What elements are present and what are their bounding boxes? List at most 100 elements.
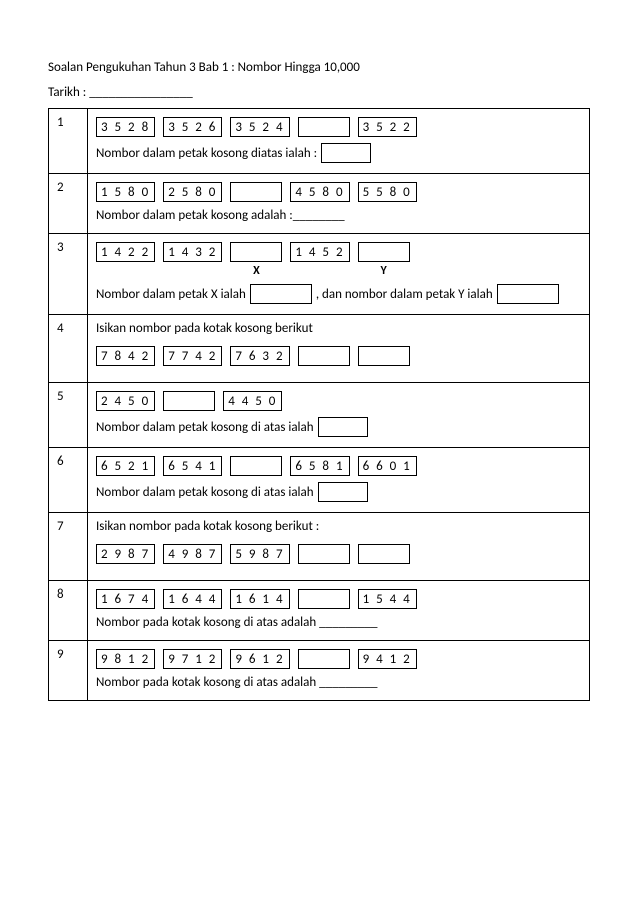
number-boxes-row: 6 5 2 1 6 5 4 1 6 5 8 1 6 6 0 1 <box>96 456 581 476</box>
number-boxes-row: 3 5 2 83 5 2 63 5 2 43 5 2 2 <box>96 117 581 137</box>
prompt-text: Nombor dalam petak kosong di atas ialah <box>96 485 314 500</box>
number-box-col: 1 6 4 4 <box>163 589 222 609</box>
number-box-col: 2 9 8 7 <box>96 544 155 564</box>
number-box: 9 7 1 2 <box>163 649 222 669</box>
number-box-col: 2 5 8 0 <box>163 182 222 202</box>
question-number: 4 <box>49 315 88 383</box>
number-box: 1 5 4 4 <box>358 589 417 609</box>
answer-box[interactable] <box>250 284 312 304</box>
question-row: 5 2 4 5 0 4 4 5 0 Nombor dalam petak kosong… <box>49 383 590 448</box>
number-box-col: 3 5 2 8 <box>96 117 155 137</box>
number-box-col <box>298 117 350 137</box>
question-body: 9 8 1 2 9 7 1 2 9 6 1 2 9 4 1 2 Nombor pada … <box>88 641 590 701</box>
number-box-col: 1 6 7 4 <box>96 589 155 609</box>
number-box-col: 1 4 2 2 <box>96 242 155 278</box>
number-box-col: 1 4 3 2 <box>163 242 222 278</box>
number-box: 9 6 1 2 <box>230 649 289 669</box>
number-boxes-row: 9 8 1 2 9 7 1 2 9 6 1 2 9 4 1 2 <box>96 649 581 669</box>
number-box-col <box>298 544 350 564</box>
question-row: 7Isikan nombor pada kotak kosong berikut… <box>49 513 590 581</box>
question-body: 6 5 2 1 6 5 4 1 6 5 8 1 6 6 0 1 Nombor dalam… <box>88 448 590 513</box>
question-body: 1 4 2 21 4 3 2X1 4 5 2YNombor dalam peta… <box>88 234 590 315</box>
questions-table: 13 5 2 83 5 2 63 5 2 43 5 2 2Nombor dala… <box>48 108 590 701</box>
number-box: 1 6 1 4 <box>230 589 289 609</box>
question-number: 5 <box>49 383 88 448</box>
number-box: 1 4 3 2 <box>163 242 222 262</box>
question-prompt: Nombor dalam petak kosong diatas ialah : <box>96 143 581 163</box>
number-box-col <box>358 346 410 366</box>
number-box: 4 4 5 0 <box>223 391 282 411</box>
number-box: 6 6 0 1 <box>358 456 417 476</box>
question-row: 66 5 2 16 5 4 16 5 8 16 6 0 1Nombor dala… <box>49 448 590 513</box>
number-box-col <box>163 391 215 411</box>
number-box-col: 3 5 2 4 <box>230 117 289 137</box>
number-box-empty[interactable] <box>298 589 350 609</box>
prompt-text: Nombor dalam petak X ialah <box>96 287 246 302</box>
number-box-empty[interactable] <box>230 182 282 202</box>
number-box: 7 8 4 2 <box>96 346 155 366</box>
number-boxes-row: 1 4 2 21 4 3 2X1 4 5 2Y <box>96 242 581 278</box>
question-body: 2 4 5 0 4 4 5 0 Nombor dalam petak kosong … <box>88 383 590 448</box>
number-box-col: 6 5 8 1 <box>290 456 349 476</box>
answer-box[interactable] <box>497 284 559 304</box>
number-box-empty[interactable] <box>163 391 215 411</box>
question-row: 31 4 2 21 4 3 2X1 4 5 2YNombor dalam pet… <box>49 234 590 315</box>
number-box-empty[interactable] <box>358 544 410 564</box>
question-prompt: Nombor pada kotak kosong di atas adalah … <box>96 675 581 690</box>
number-box-col: 6 5 2 1 <box>96 456 155 476</box>
number-box: 3 5 2 2 <box>358 117 417 137</box>
number-box-col: 6 6 0 1 <box>358 456 417 476</box>
number-box: 1 6 7 4 <box>96 589 155 609</box>
date-line: Tarikh : ________________ <box>48 85 590 100</box>
question-number: 8 <box>49 581 88 641</box>
number-box-empty[interactable] <box>298 649 350 669</box>
prompt-text: Nombor dalam petak kosong diatas ialah : <box>96 146 317 161</box>
number-box: 1 5 8 0 <box>96 182 155 202</box>
question-number: 9 <box>49 641 88 701</box>
question-number: 7 <box>49 513 88 581</box>
number-boxes-row: 2 4 5 0 4 4 5 0 <box>96 391 581 411</box>
question-row: 9 9 8 1 2 9 7 1 2 9 6 1 2 9 4 1 2 Nombor pada… <box>49 641 590 701</box>
number-box-col: 1 6 1 4 <box>230 589 289 609</box>
number-box-empty[interactable] <box>230 242 282 262</box>
tarikh-label: Tarikh : <box>48 85 86 100</box>
number-box: 1 4 2 2 <box>96 242 155 262</box>
number-box-col: 9 7 1 2 <box>163 649 222 669</box>
number-box: 6 5 8 1 <box>290 456 349 476</box>
number-box-empty[interactable] <box>298 346 350 366</box>
number-box-col: 7 8 4 2 <box>96 346 155 366</box>
question-body: Isikan nombor pada kotak kosong berikut7… <box>88 315 590 383</box>
number-box-col: 9 4 1 2 <box>358 649 417 669</box>
number-box-col: 2 4 5 0 <box>96 391 155 411</box>
box-sublabel: Y <box>380 264 386 278</box>
number-box: 5 5 8 0 <box>358 182 417 202</box>
number-box: 4 9 8 7 <box>163 544 222 564</box>
number-box-col: 7 7 4 2 <box>163 346 222 366</box>
tarikh-blank: ________________ <box>89 85 193 100</box>
answer-box[interactable] <box>318 482 368 502</box>
number-box-empty[interactable] <box>358 242 410 262</box>
question-prompt: Nombor dalam petak kosong di atas ialah <box>96 482 581 502</box>
number-box-col <box>230 456 282 476</box>
number-box-empty[interactable] <box>298 544 350 564</box>
number-box-empty[interactable] <box>230 456 282 476</box>
number-box-col: 3 5 2 2 <box>358 117 417 137</box>
answer-box[interactable] <box>318 417 368 437</box>
number-box-empty[interactable] <box>298 117 350 137</box>
number-box: 6 5 2 1 <box>96 456 155 476</box>
number-boxes-row: 1 5 8 0 2 5 8 0 4 5 8 0 5 5 8 0 <box>96 182 581 202</box>
number-box-col: 4 5 8 0 <box>290 182 349 202</box>
prompt-text: Nombor dalam petak kosong di atas ialah <box>96 420 314 435</box>
number-box: 2 5 8 0 <box>163 182 222 202</box>
question-body: 1 6 7 4 1 6 4 4 1 6 1 4 1 5 4 4 Nombor pada … <box>88 581 590 641</box>
number-box-col: 5 5 8 0 <box>358 182 417 202</box>
answer-box[interactable] <box>321 143 371 163</box>
number-box: 9 8 1 2 <box>96 649 155 669</box>
number-box: 5 9 8 7 <box>230 544 289 564</box>
question-number: 1 <box>49 109 88 174</box>
number-box: 3 5 2 8 <box>96 117 155 137</box>
number-box-empty[interactable] <box>358 346 410 366</box>
number-box-col: 4 4 5 0 <box>223 391 282 411</box>
number-box-col: 6 5 4 1 <box>163 456 222 476</box>
question-prompt: Nombor pada kotak kosong di atas adalah … <box>96 615 581 630</box>
